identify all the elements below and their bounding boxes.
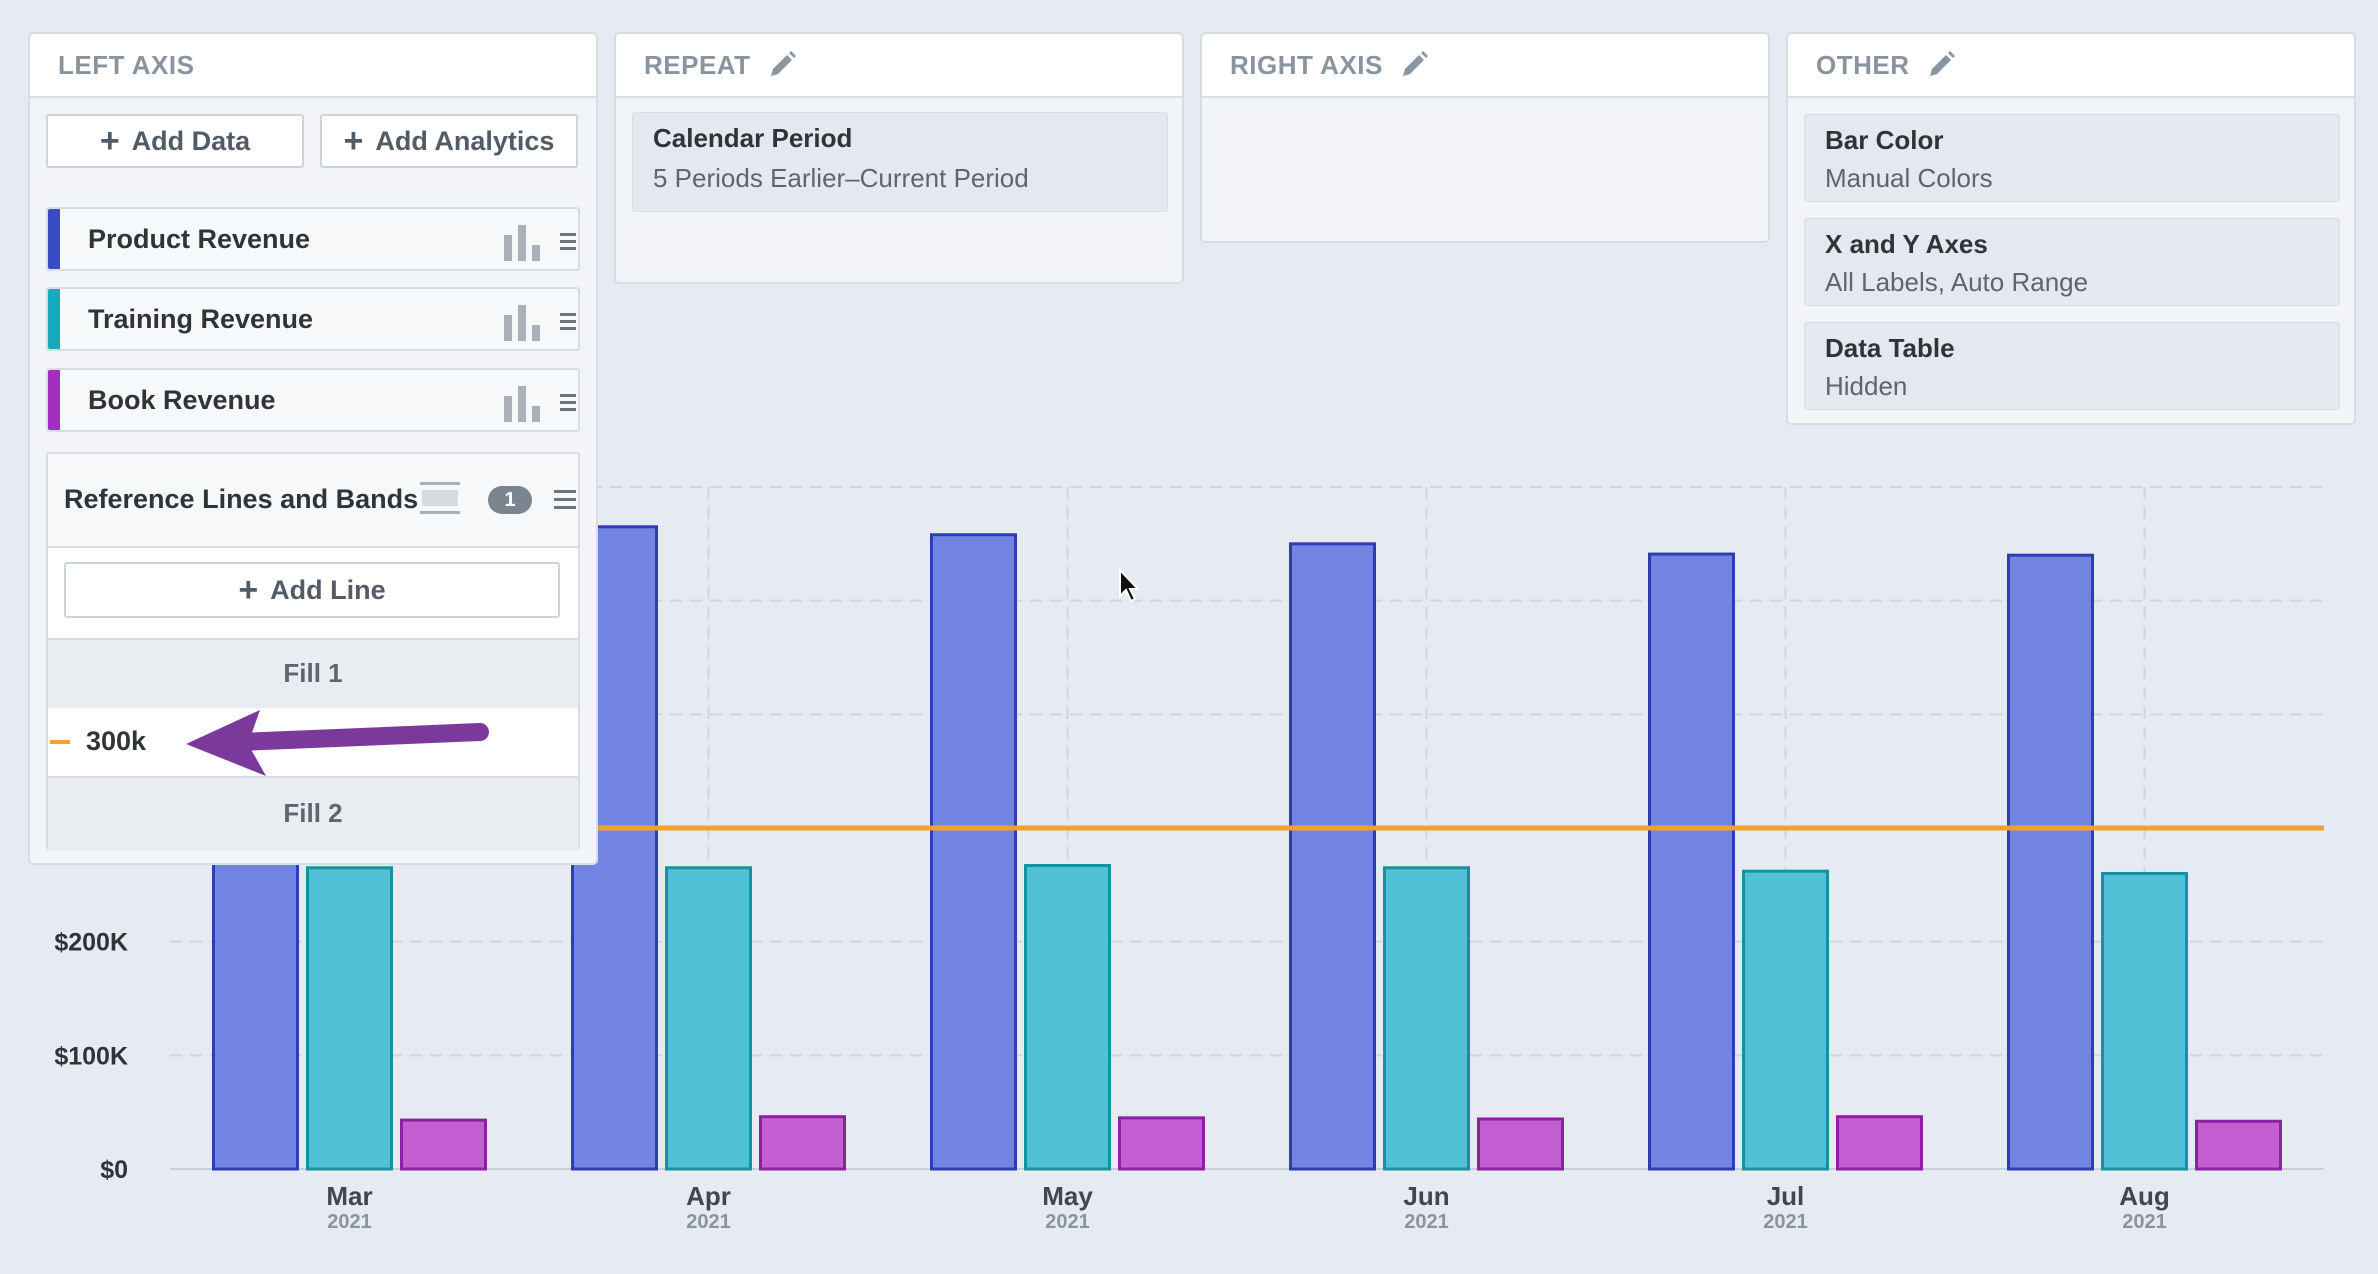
axes-title: X and Y Axes <box>1825 229 1988 259</box>
bar-chart-icon[interactable] <box>502 301 542 341</box>
series-item-training-revenue[interactable]: Training Revenue <box>46 287 580 351</box>
x-tick-sublabel: 2021 <box>327 1211 372 1233</box>
left-axis-title: LEFT AXIS <box>30 34 596 98</box>
x-tick-label: Jul <box>1767 1181 1805 1211</box>
bar-chart-icon[interactable] <box>502 382 542 422</box>
pencil-icon[interactable] <box>1926 50 1956 80</box>
plus-icon: + <box>99 122 120 160</box>
series-color-swatch <box>48 209 60 269</box>
fill-2-label: Fill 2 <box>283 798 343 828</box>
right-axis-header: RIGHT AXIS <box>1202 34 1768 98</box>
x-tick-sublabel: 2021 <box>686 1211 731 1233</box>
menu-icon[interactable] <box>554 490 576 510</box>
bar-color-card[interactable]: Bar Color Manual Colors <box>1804 114 2340 202</box>
add-line-button[interactable]: + Add Line <box>64 562 560 618</box>
x-tick-label: Mar <box>326 1181 372 1211</box>
bar <box>1024 864 1111 1171</box>
bar <box>665 866 752 1171</box>
add-data-button[interactable]: + Add Data <box>46 114 304 168</box>
x-tick-label: May <box>1042 1181 1093 1211</box>
axes-value: All Labels, Auto Range <box>1825 267 2089 297</box>
fill-1-label: Fill 1 <box>283 658 343 688</box>
data-table-title: Data Table <box>1825 333 1955 363</box>
bar <box>1383 866 1470 1171</box>
y-tick-label: $0 <box>100 1156 128 1184</box>
x-tick-sublabel: 2021 <box>2122 1211 2167 1233</box>
x-tick-sublabel: 2021 <box>1404 1211 1449 1233</box>
bar-color-value: Manual Colors <box>1825 163 1993 193</box>
axes-card[interactable]: X and Y Axes All Labels, Auto Range <box>1804 218 2340 306</box>
y-tick-label: $100K <box>54 1042 128 1070</box>
calendar-period-card[interactable]: Calendar Period 5 Periods Earlier–Curren… <box>632 112 1168 212</box>
fill-2-row[interactable]: Fill 2 <box>48 776 578 850</box>
mouse-cursor-icon <box>1119 568 1141 603</box>
series-item-book-revenue[interactable]: Book Revenue <box>46 368 580 432</box>
add-analytics-label: Add Analytics <box>375 125 555 156</box>
reference-line-swatch <box>50 740 70 744</box>
reference-band-icon <box>420 482 460 514</box>
data-table-value: Hidden <box>1825 371 1908 401</box>
bar <box>1742 869 1829 1171</box>
series-color-swatch <box>48 370 60 430</box>
bar-chart-icon[interactable] <box>502 221 542 261</box>
bar <box>400 1118 487 1171</box>
series-label: Book Revenue <box>88 385 276 415</box>
add-analytics-button[interactable]: + Add Analytics <box>320 114 578 168</box>
calendar-period-value: 5 Periods Earlier–Current Period <box>653 163 1029 193</box>
bar <box>1836 1115 1923 1171</box>
repeat-header: REPEAT <box>616 34 1182 98</box>
drag-handle-icon[interactable] <box>560 394 576 412</box>
bar <box>2195 1119 2282 1171</box>
x-tick-label: Apr <box>686 1181 731 1211</box>
x-tick-label: Aug <box>2119 1181 2170 1211</box>
other-header: OTHER <box>1788 34 2354 98</box>
reference-lines-header[interactable]: Reference Lines and Bands 1 <box>48 454 578 548</box>
plus-icon: + <box>238 571 259 609</box>
bar-color-title: Bar Color <box>1825 125 1944 155</box>
bar <box>1289 542 1376 1171</box>
data-table-card[interactable]: Data Table Hidden <box>1804 322 2340 410</box>
bar <box>2007 553 2094 1171</box>
x-tick-sublabel: 2021 <box>1045 1211 1090 1233</box>
bar <box>930 533 1017 1171</box>
x-tick-label: Jun <box>1403 1181 1449 1211</box>
x-tick-sublabel: 2021 <box>1763 1211 1808 1233</box>
repeat-title: REPEAT <box>644 49 751 80</box>
fill-1-row[interactable]: Fill 1 <box>48 638 578 710</box>
reference-count-badge: 1 <box>488 486 532 514</box>
pencil-icon[interactable] <box>1399 50 1429 80</box>
drag-handle-icon[interactable] <box>560 233 576 251</box>
bar <box>306 866 393 1171</box>
repeat-panel: REPEAT Calendar Period 5 Periods Earlier… <box>614 32 1184 284</box>
bar <box>759 1115 846 1171</box>
reference-lines-title: Reference Lines and Bands <box>64 484 419 514</box>
series-color-swatch <box>48 289 60 349</box>
other-title: OTHER <box>1816 49 1910 80</box>
right-axis-title: RIGHT AXIS <box>1230 49 1383 80</box>
plus-icon: + <box>343 122 364 160</box>
y-tick-label: $200K <box>54 929 128 957</box>
annotation-arrow-icon <box>186 710 489 776</box>
add-line-label: Add Line <box>270 574 386 605</box>
left-axis-panel: LEFT AXIS + Add Data + Add Analytics Pro… <box>28 32 598 865</box>
bar <box>2101 871 2188 1171</box>
other-panel: OTHER Bar Color Manual Colors X and Y Ax… <box>1786 32 2356 425</box>
reference-line-value: 300k <box>86 726 147 756</box>
bar <box>1118 1116 1205 1171</box>
bar <box>1477 1117 1564 1171</box>
right-axis-panel: RIGHT AXIS <box>1200 32 1770 243</box>
add-data-label: Add Data <box>131 125 251 156</box>
drag-handle-icon[interactable] <box>560 313 576 331</box>
calendar-period-title: Calendar Period <box>653 123 853 153</box>
bar <box>1648 552 1735 1171</box>
series-label: Product Revenue <box>88 224 311 254</box>
reference-lines-section: Reference Lines and Bands 1 + Add Line F… <box>46 452 580 850</box>
series-label: Training Revenue <box>88 304 314 334</box>
pencil-icon[interactable] <box>767 50 797 80</box>
series-item-product-revenue[interactable]: Product Revenue <box>46 207 580 271</box>
